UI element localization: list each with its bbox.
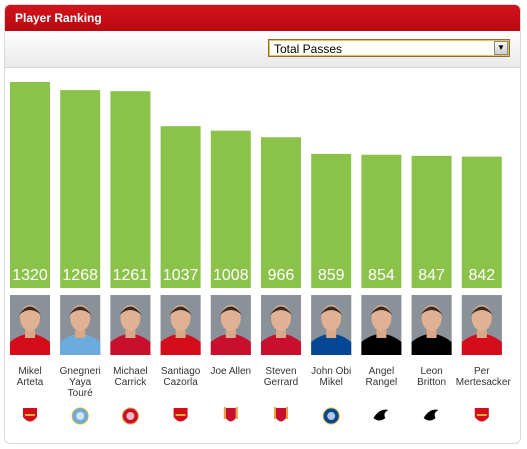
- player-photo: [411, 295, 452, 355]
- player-photo: [210, 295, 251, 355]
- bar-9: [461, 156, 502, 288]
- widget-title: Player Ranking: [15, 11, 102, 25]
- player-photo: [461, 295, 502, 355]
- player-name-line: Michael: [113, 366, 148, 377]
- player-name: Angel Rangel: [355, 366, 407, 388]
- player-name-line: Mikel: [319, 377, 343, 388]
- bar-1: [60, 90, 101, 289]
- widget-header: Player Ranking: [5, 5, 520, 31]
- bar-value-label: 859: [318, 267, 345, 284]
- bar-7: [361, 154, 402, 288]
- bar-0: [10, 82, 50, 288]
- player-photo: [110, 295, 151, 355]
- bar-value-label: 966: [268, 267, 295, 284]
- bar-2: [110, 91, 151, 288]
- player-photo: [10, 295, 50, 355]
- manutd-crest-icon: [121, 407, 139, 425]
- liverpool-crest-icon: [274, 407, 288, 422]
- chevron-down-icon[interactable]: ▼: [494, 41, 508, 55]
- arsenal-crest-icon: [173, 408, 188, 422]
- player-name-line: Britton: [417, 377, 447, 388]
- player-name-line: Cazorla: [163, 377, 198, 388]
- player-name: Leon Britton: [406, 366, 458, 388]
- bar-5: [261, 137, 301, 288]
- player-name-line: Touré: [67, 388, 93, 399]
- swansea-crest-icon: [373, 409, 389, 421]
- stat-select[interactable]: Total Passes ▼: [268, 39, 510, 57]
- player-name: Gnegneri Yaya Touré: [54, 366, 106, 399]
- bar-value-label: 842: [468, 267, 495, 284]
- player-name: Joe Allen: [205, 366, 257, 377]
- bar-value-label: 1268: [62, 267, 98, 284]
- player-name-line: Gerrard: [263, 377, 299, 388]
- toolbar: Total Passes ▼: [5, 31, 520, 68]
- bar-value-label: 1261: [113, 267, 149, 284]
- player-name-line: Santiago: [160, 366, 201, 377]
- player-name-line: Arteta: [16, 377, 44, 388]
- player-name-line: Angel: [368, 366, 395, 377]
- liverpool-crest-icon: [223, 407, 238, 422]
- player-name: Santiago Cazorla: [155, 366, 207, 388]
- mancity-crest-icon: [71, 407, 89, 425]
- bar-6: [311, 153, 352, 288]
- player-name-line: Gnegneri: [59, 366, 101, 377]
- bar-value-label: 1037: [163, 267, 199, 284]
- player-name-line: Rangel: [365, 377, 398, 388]
- bar-value-label: 854: [368, 267, 395, 284]
- bar-8: [411, 155, 452, 288]
- player-photo: [261, 295, 301, 355]
- player-name-line: Carrick: [114, 377, 147, 388]
- arsenal-crest-icon: [474, 408, 489, 422]
- player-name-line: Mertesacker: [455, 377, 511, 388]
- player-name: John Obi Mikel: [305, 366, 357, 388]
- player-name: Steven Gerrard: [255, 366, 307, 388]
- player-name-line: John Obi: [311, 366, 352, 377]
- player-photo: [60, 295, 101, 355]
- bar-value-label: 1008: [213, 267, 249, 284]
- player-name: Michael Carrick: [104, 366, 156, 388]
- swansea-crest-icon: [423, 409, 439, 421]
- player-name-line: Leon: [420, 366, 443, 377]
- stat-select-value: Total Passes: [274, 42, 343, 56]
- player-photo: [311, 295, 352, 355]
- bar-value-label: 1320: [12, 267, 48, 284]
- chelsea-crest-icon: [322, 407, 340, 425]
- player-name-line: Mikel: [18, 366, 42, 377]
- player-name: Mikel Arteta: [4, 366, 56, 388]
- player-name-line: Joe Allen: [210, 366, 252, 377]
- player-photo: [361, 295, 402, 355]
- player-name-line: Per: [474, 366, 490, 377]
- arsenal-crest-icon: [23, 408, 37, 422]
- player-name-line: Yaya: [69, 377, 92, 388]
- player-photo: [160, 295, 201, 355]
- player-name: Per Mertesacker: [455, 366, 511, 388]
- bar-3: [160, 126, 201, 288]
- bar-4: [210, 130, 251, 288]
- bar-value-label: 847: [418, 267, 445, 284]
- player-name-line: Steven: [265, 366, 297, 377]
